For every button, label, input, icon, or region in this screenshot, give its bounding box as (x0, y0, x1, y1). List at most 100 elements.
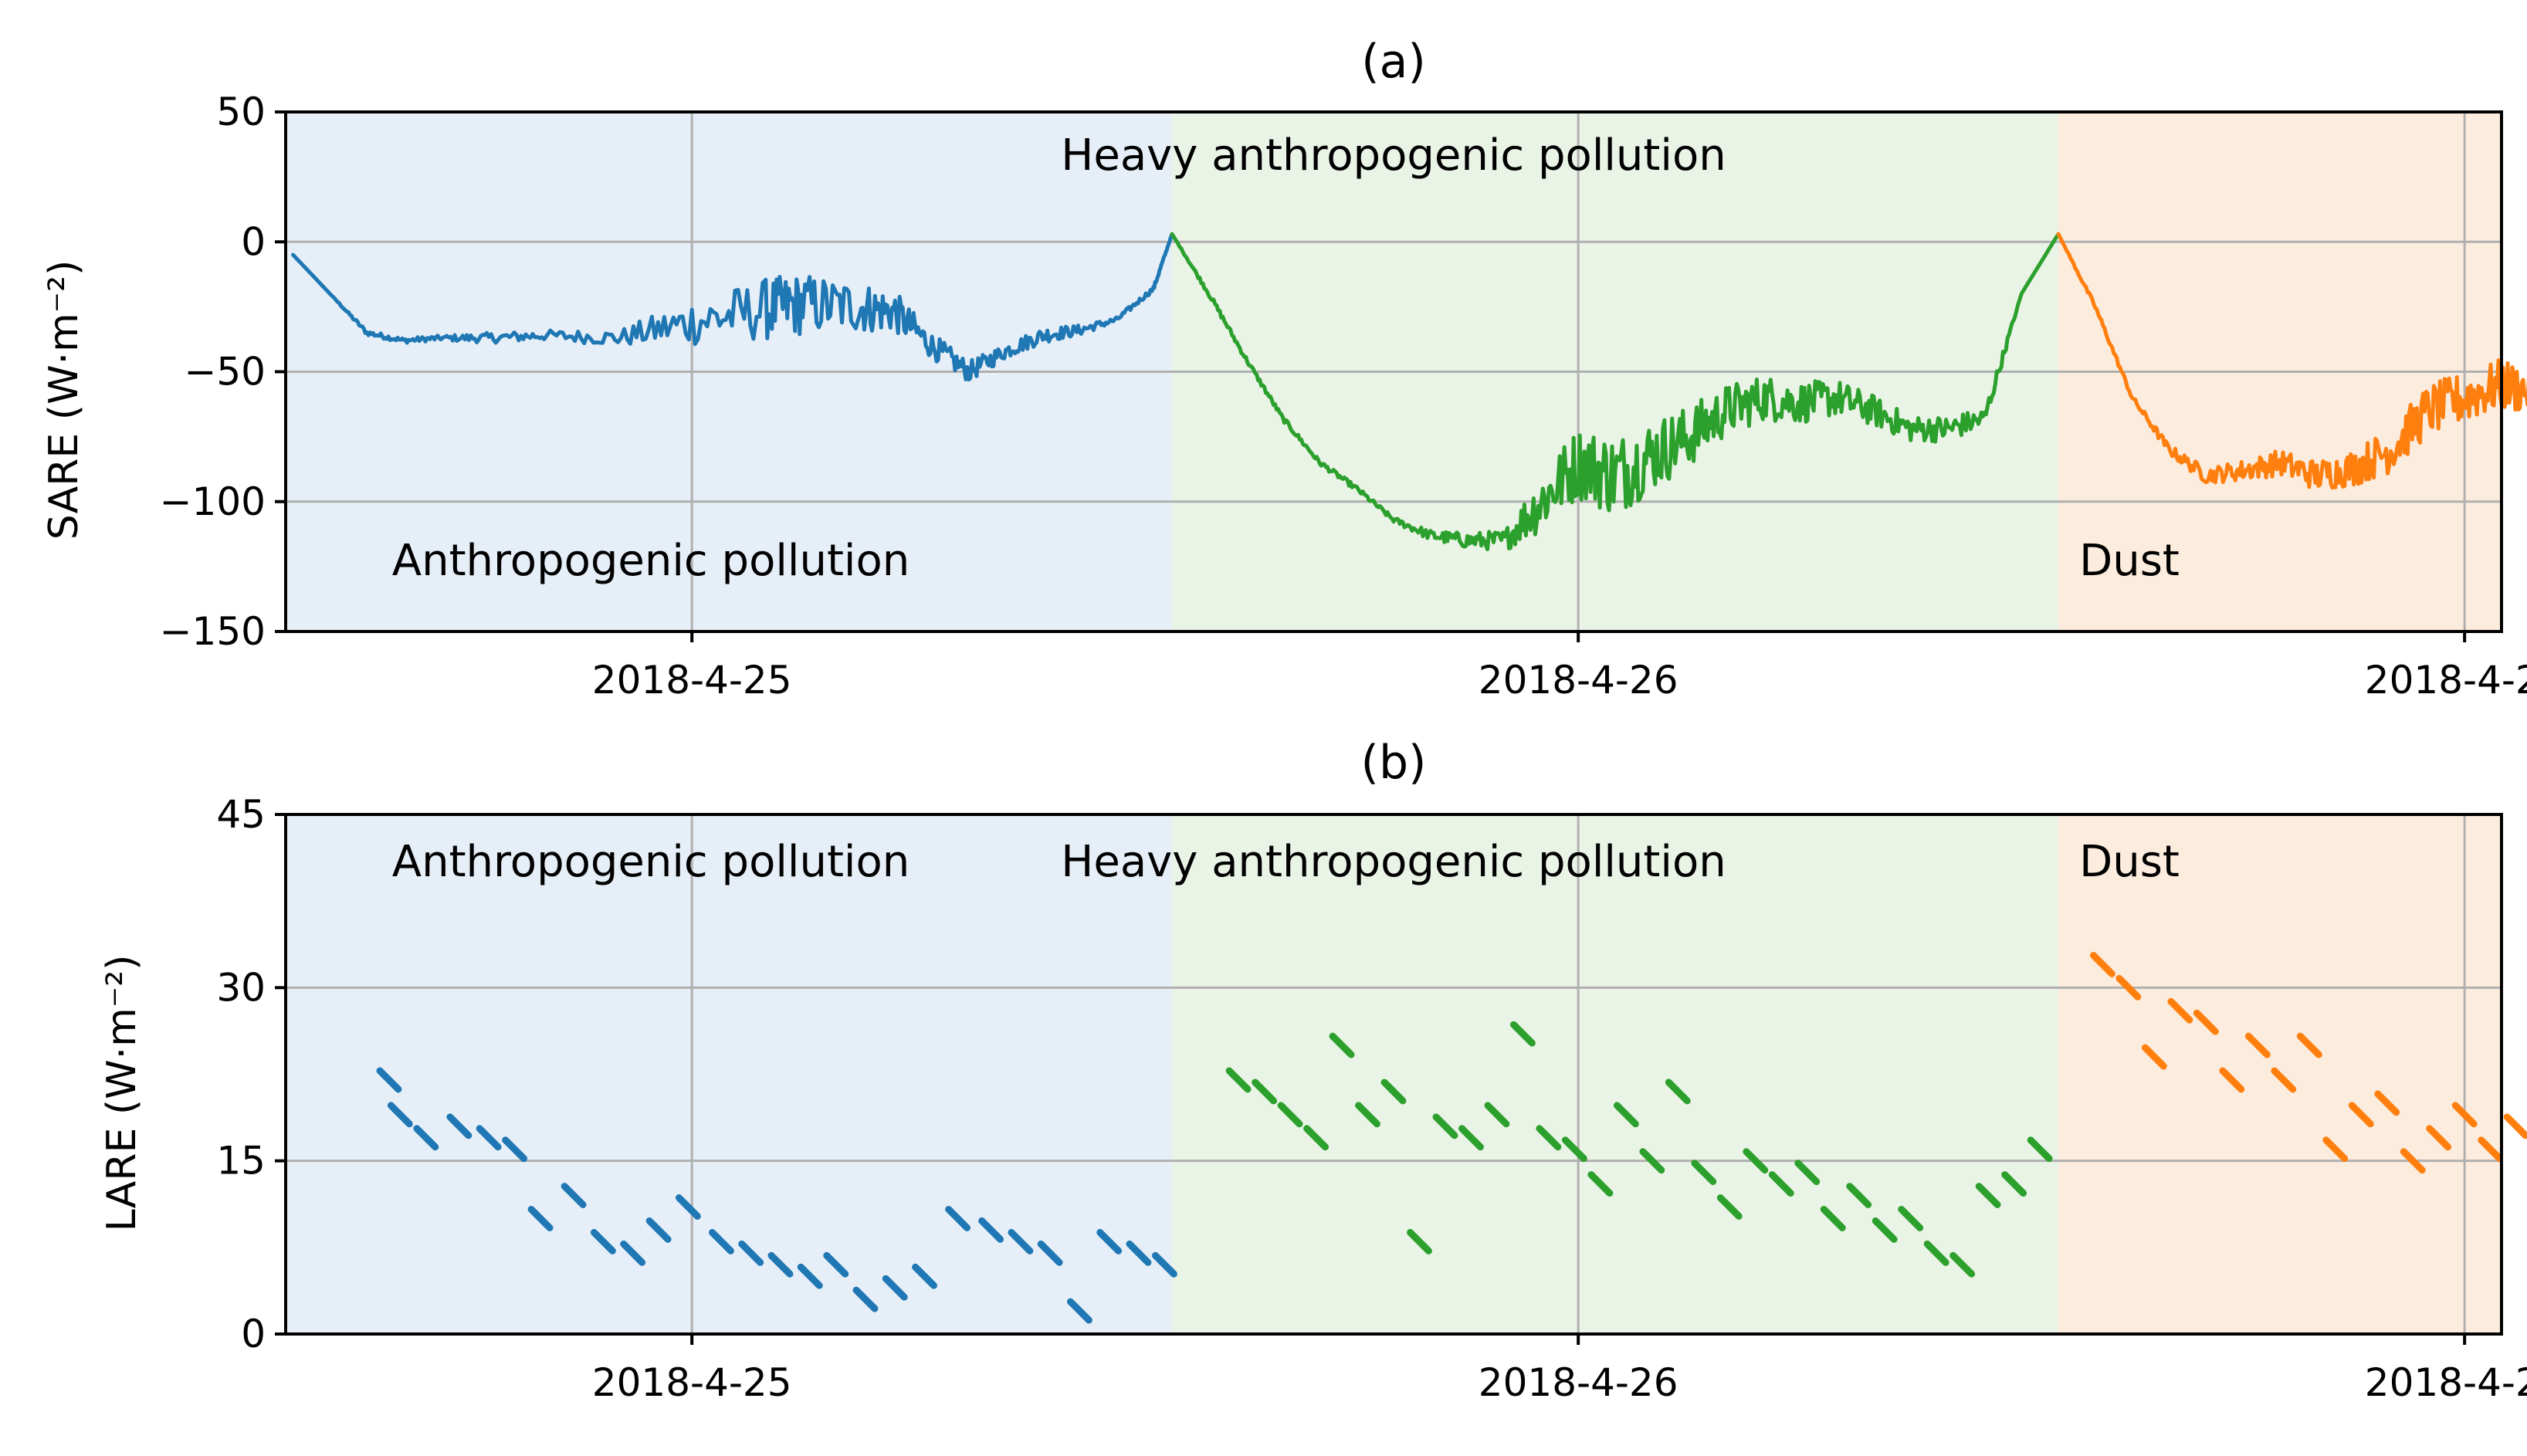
x-tick-label: 2018-4-25 (592, 1360, 792, 1405)
series-segment-1 (1008, 1228, 1034, 1255)
series-segment-3 (2244, 1032, 2271, 1058)
series-segment-3 (2400, 1148, 2426, 1174)
region-label-1: Anthropogenic pollution (392, 837, 910, 887)
panel-b-title: (b) (1361, 736, 1427, 790)
series-segment-1 (978, 1217, 1004, 1243)
series-segment-1 (476, 1125, 502, 1151)
series-segment-1 (1096, 1228, 1123, 1255)
series-segment-3 (2115, 974, 2142, 1001)
y-tick-label: −100 (160, 479, 266, 524)
series-segment-2 (1355, 1102, 1380, 1128)
series-segment-2 (1768, 1171, 1794, 1197)
series-segment-2 (1458, 1125, 1484, 1151)
region-label-3: Dust (2079, 536, 2180, 586)
series-segment-1 (823, 1251, 849, 1278)
series-segment-3 (2141, 1044, 2167, 1070)
x-tick-label: 2018-4-25 (592, 658, 792, 703)
series-segment-2 (1794, 1160, 1821, 1186)
y-tick-label: 45 (216, 792, 266, 837)
x-tick-label: 2018-4-26 (1479, 658, 1678, 703)
series-segment-1 (912, 1263, 937, 1289)
series-segment-3 (2296, 1032, 2322, 1058)
series-segment-1 (767, 1251, 794, 1278)
series-segment-1 (852, 1286, 879, 1312)
series-segment-1 (708, 1228, 734, 1255)
series-segment-3 (2089, 951, 2115, 977)
series-segment-3 (2503, 1113, 2527, 1139)
series-segment-1 (387, 1102, 413, 1128)
series-segment-2 (1665, 1078, 1691, 1105)
series-segment-2 (1484, 1102, 1510, 1128)
series-segment-1 (590, 1228, 616, 1255)
y-tick-label: 0 (241, 219, 266, 264)
panel-b-ylabel: LARE (W·m⁻²) (99, 955, 145, 1232)
series-segment-2 (1329, 1032, 1355, 1058)
panel-b-series (376, 951, 2527, 1324)
series-segment-2 (1846, 1183, 1872, 1208)
series-segment-3 (2167, 997, 2193, 1024)
series-segment-2 (1898, 1205, 1924, 1231)
series-segment-2 (1536, 1125, 1562, 1151)
panel-b-frame (284, 813, 2503, 1336)
series-segment-2 (1639, 1148, 1665, 1174)
panel-a-chart: Anthropogenic pollution Heavy anthropogen… (41, 35, 2527, 703)
series-segment-3 (2451, 1102, 2478, 1128)
series-segment-1 (446, 1113, 473, 1139)
region-band-2 (1172, 814, 2058, 1334)
series-segment-2 (1743, 1148, 1769, 1174)
region-label-1: Anthropogenic pollution (392, 536, 910, 586)
series-segment-2 (1587, 1171, 1614, 1197)
series-segment-2 (1277, 1102, 1303, 1128)
series-segment-1 (527, 1205, 554, 1231)
series-segment-2 (1432, 1113, 1458, 1139)
series-segment-2 (1252, 1078, 1278, 1105)
series-segment-1 (945, 1205, 971, 1231)
region-label-3: Dust (2079, 837, 2180, 887)
y-tick-label: 15 (216, 1139, 266, 1183)
series-line-1 (291, 232, 1174, 382)
series-segment-3 (2426, 1125, 2452, 1151)
region-band-1 (286, 814, 1172, 1334)
series-line-2 (1170, 232, 2061, 551)
series-segment-2 (1225, 1067, 1252, 1093)
panel-a-ticks: 50 0 −50 −100 −150 2018-4-25 2018-4-26 2018-4-2… (160, 90, 2527, 703)
series-segment-3 (2322, 1136, 2349, 1163)
region-label-2: Heavy anthropogenic pollution (1061, 130, 1726, 181)
series-segment-2 (1407, 1228, 1432, 1255)
series-segment-3 (2348, 1102, 2374, 1128)
series-segment-1 (1037, 1240, 1063, 1266)
panel-b-chart: Anthropogenic pollution Heavy anthropogen… (99, 736, 2527, 1405)
series-segment-2 (1613, 1102, 1639, 1128)
panel-b-region-labels: Anthropogenic pollution Heavy anthropogen… (392, 837, 2180, 887)
series-segment-2 (1949, 1251, 1976, 1278)
y-tick-label: 0 (241, 1312, 266, 1356)
series-segment-1 (1151, 1251, 1177, 1278)
series-segment-3 (2478, 1136, 2504, 1163)
series-segment-2 (2027, 1136, 2053, 1163)
panel-a-ylabel: SARE (W·m⁻²) (41, 260, 87, 540)
series-segment-1 (738, 1240, 764, 1266)
series-segment-1 (413, 1125, 439, 1151)
series-segment-2 (1303, 1125, 1330, 1151)
y-tick-label: −150 (160, 609, 266, 654)
series-segment-1 (376, 1067, 402, 1093)
series-segment-1 (1066, 1298, 1092, 1324)
x-tick-label: 2018-4-27 (2365, 658, 2527, 703)
series-segment-2 (1975, 1183, 2001, 1208)
series-segment-3 (2374, 1090, 2400, 1116)
panel-b-ticks: 45 30 15 0 2018-4-25 2018-4-26 2018-4-27 (216, 792, 2527, 1405)
y-tick-label: 50 (216, 90, 266, 134)
series-segment-2 (1509, 1021, 1536, 1047)
series-segment-2 (1820, 1205, 1846, 1231)
y-tick-label: 30 (216, 965, 266, 1010)
series-segment-1 (502, 1136, 528, 1163)
series-segment-1 (675, 1194, 701, 1220)
series-segment-2 (1872, 1217, 1898, 1243)
series-segment-1 (620, 1240, 646, 1266)
x-tick-label: 2018-4-26 (1479, 1360, 1678, 1405)
series-segment-2 (1691, 1160, 1717, 1186)
series-segment-1 (561, 1183, 587, 1208)
y-tick-label: −50 (184, 350, 266, 394)
series-segment-1 (645, 1217, 672, 1243)
series-segment-2 (2001, 1171, 2027, 1197)
